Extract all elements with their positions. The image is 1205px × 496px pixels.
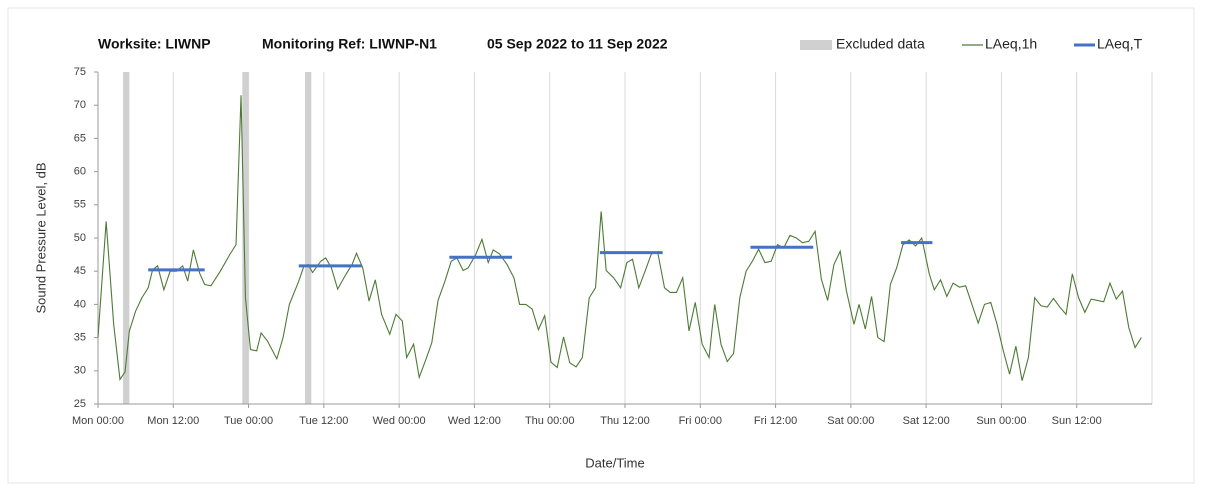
x-axis-label: Date/Time (585, 455, 644, 470)
title-ref: Monitoring Ref: LIWNP-N1 (262, 36, 437, 52)
x-tick-label: Mon 00:00 (72, 415, 124, 427)
y-tick-label: 60 (74, 166, 86, 178)
legend-laeq-1h-label: LAeq,1h (985, 36, 1037, 52)
y-tick-label: 35 (74, 332, 86, 344)
x-tick-label: Thu 12:00 (600, 415, 650, 427)
x-tick-label: Sat 00:00 (827, 415, 874, 427)
excluded-band (123, 72, 130, 404)
legend-excluded-swatch (800, 40, 832, 50)
laeq-1h-line (97, 95, 1142, 381)
y-tick-label: 55 (74, 199, 86, 211)
x-tick-label: Wed 00:00 (373, 415, 426, 427)
frame (7, 7, 1195, 484)
y-tick-label: 40 (74, 298, 86, 310)
x-tick-label: Thu 00:00 (525, 415, 575, 427)
y-tick-label: 45 (74, 265, 86, 277)
legend-laeq-t-label: LAeq,T (1097, 36, 1143, 52)
x-tick-label: Wed 12:00 (448, 415, 501, 427)
excluded-band (242, 72, 249, 404)
y-axis-label: Sound Pressure Level, dB (33, 162, 48, 313)
x-tick-label: Fri 00:00 (679, 415, 722, 427)
y-tick-label: 50 (74, 232, 86, 244)
title-dates: 05 Sep 2022 to 11 Sep 2022 (487, 36, 668, 52)
excluded-band (305, 72, 312, 404)
y-tick-label: 75 (74, 66, 86, 78)
y-tick-label: 70 (74, 99, 86, 111)
x-tick-label: Tue 12:00 (299, 415, 348, 427)
y-tick-label: 30 (74, 365, 86, 377)
y-tick-label: 25 (74, 398, 86, 410)
x-tick-label: Mon 12:00 (147, 415, 199, 427)
x-tick-label: Sun 00:00 (976, 415, 1026, 427)
legend-excluded-label: Excluded data (836, 36, 925, 52)
x-tick-label: Tue 00:00 (224, 415, 273, 427)
title-worksite: Worksite: LIWNP (98, 36, 211, 52)
x-tick-label: Sat 12:00 (903, 415, 950, 427)
y-tick-label: 65 (74, 132, 86, 144)
x-tick-label: Sun 12:00 (1052, 415, 1102, 427)
x-tick-label: Fri 12:00 (754, 415, 797, 427)
